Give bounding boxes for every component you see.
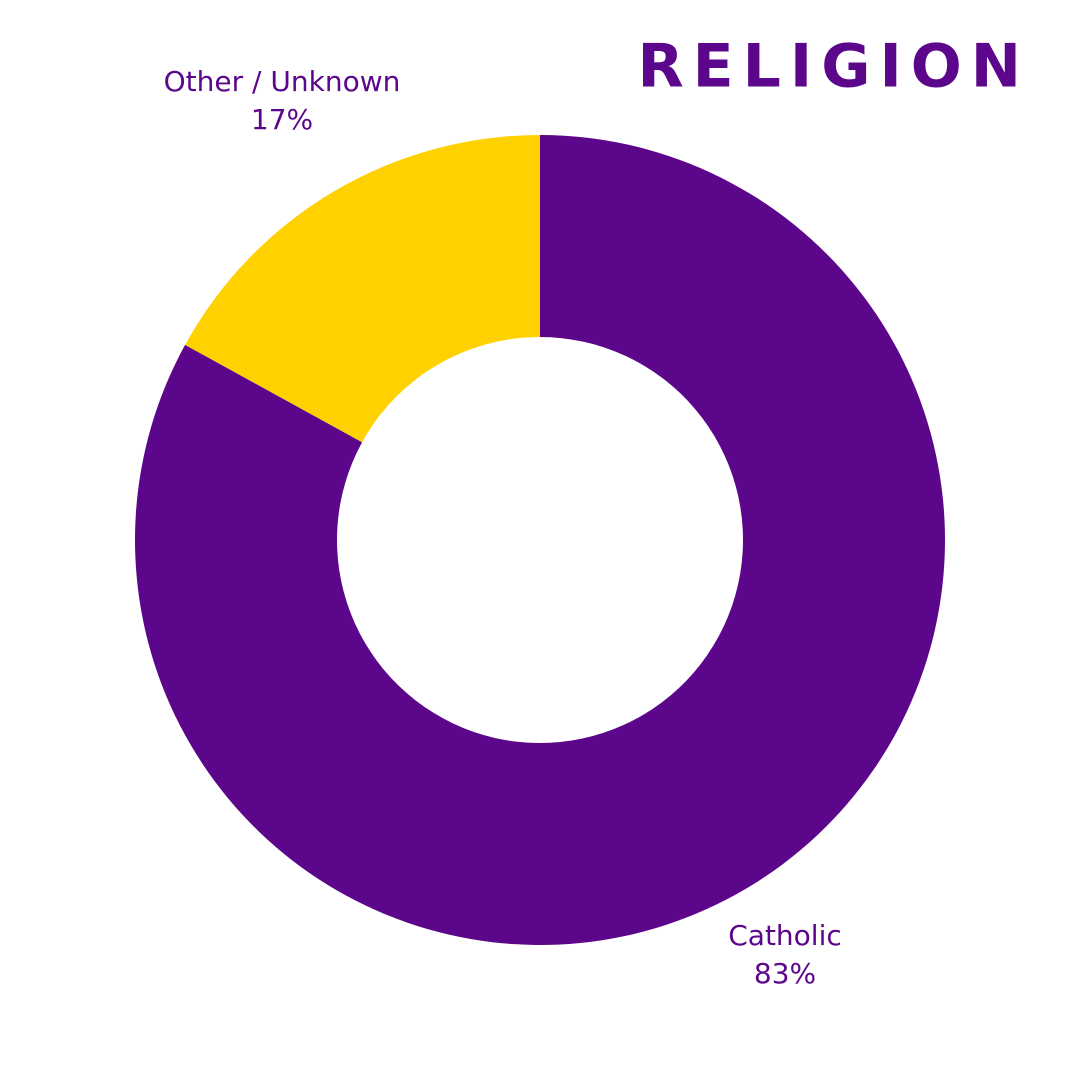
slice-value-label: 17% <box>251 103 313 136</box>
donut-slice <box>135 135 945 945</box>
slice-label: Other / Unknown <box>164 65 401 98</box>
slice-label: Catholic <box>728 919 842 952</box>
donut-slice <box>185 134 540 443</box>
slice-value-label: 83% <box>754 957 816 990</box>
chart-title: RELIGION <box>637 32 1030 102</box>
